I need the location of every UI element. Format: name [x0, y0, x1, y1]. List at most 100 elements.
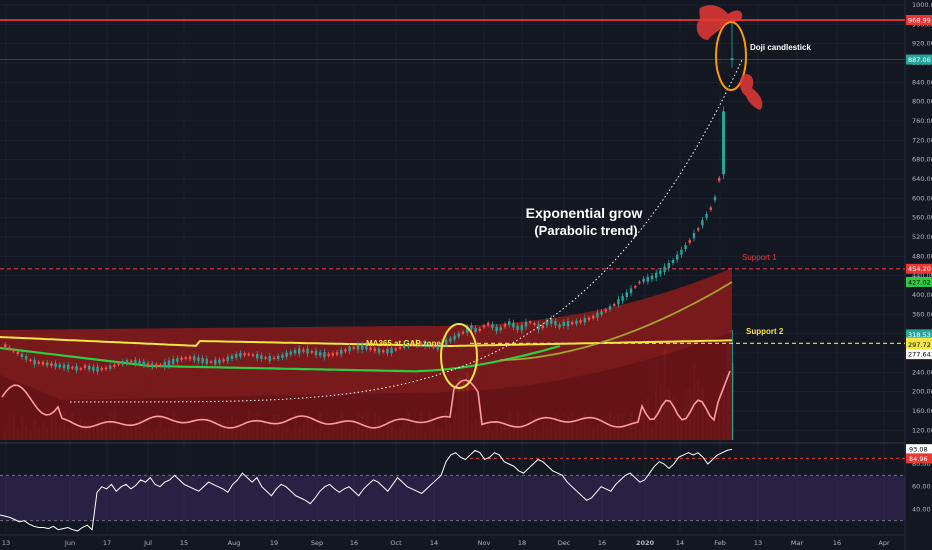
candle-body — [659, 270, 662, 275]
candle-body — [247, 353, 250, 356]
candle-body — [163, 361, 166, 367]
candle-body — [272, 357, 276, 360]
candle-body — [701, 220, 704, 226]
candle-body — [172, 358, 175, 365]
x-tick-label: Apr — [878, 539, 890, 547]
candle-body — [592, 315, 595, 319]
candle-body — [470, 325, 473, 329]
x-tick-label: 13 — [2, 539, 10, 547]
candle-body — [92, 366, 95, 371]
candle-body — [604, 309, 607, 312]
price-badge — [906, 14, 932, 25]
x-tick-label: Sep — [311, 539, 323, 547]
candle-body — [50, 363, 53, 367]
x-tick-label: Jul — [143, 539, 152, 547]
price-badge-label: 454.20 — [908, 265, 931, 273]
price-badge — [906, 54, 932, 65]
y-tick-label: 360.00 — [912, 310, 932, 318]
candle-body — [218, 359, 221, 364]
candle-body — [12, 349, 15, 352]
band-area — [0, 268, 732, 440]
candle-body — [466, 327, 469, 333]
candle-body — [377, 348, 381, 353]
candle-body — [403, 344, 406, 348]
candle-body — [491, 324, 494, 328]
y-tick-label: 200.00 — [912, 388, 932, 396]
candle-body — [58, 364, 61, 368]
candle-body — [613, 304, 616, 306]
rsi-tick-label: 60.00 — [912, 483, 931, 491]
candle-body — [214, 359, 217, 365]
candle-body — [230, 355, 234, 359]
candle-body — [327, 353, 330, 356]
candle-body — [88, 365, 91, 370]
x-tick-label: 15 — [180, 539, 188, 547]
candle-body — [306, 348, 309, 354]
x-tick-label: 16 — [833, 539, 841, 547]
candle-body — [453, 335, 456, 340]
candle-body — [457, 333, 460, 337]
candle-body — [180, 357, 183, 360]
candle-body — [533, 323, 536, 325]
candle-body — [663, 266, 666, 272]
y-tick-label: 400.00 — [912, 291, 932, 299]
candle-body — [323, 352, 326, 358]
candle-body — [159, 364, 162, 367]
candle-body — [684, 245, 687, 250]
candle-body — [209, 361, 213, 363]
price-badge — [906, 339, 932, 350]
candle-body — [184, 357, 187, 359]
x-tick-label: 18 — [518, 539, 526, 547]
candle-body — [449, 338, 452, 342]
volume-ma-line — [1, 370, 731, 429]
annotation-support1: Support 1 — [742, 253, 777, 262]
candle-body — [37, 361, 40, 364]
candle-body — [285, 352, 288, 357]
candle-body — [33, 359, 36, 365]
candle-body — [680, 249, 683, 255]
y-tick-label: 120.00 — [912, 426, 932, 434]
candle-body — [411, 343, 414, 345]
candle-body — [8, 347, 11, 350]
red-mark-top — [696, 5, 743, 41]
candle-body — [537, 324, 540, 330]
candle-body — [277, 355, 280, 359]
annotation-support2: Support 2 — [746, 327, 784, 336]
annotation-ma365: MA365 at GAP zone — [366, 339, 442, 348]
price-badge — [906, 349, 932, 360]
candle-body — [436, 345, 439, 350]
candle-body — [16, 351, 19, 355]
candle-body — [629, 288, 633, 294]
candle-body — [373, 348, 376, 352]
candle-body — [146, 363, 150, 366]
y-tick-label: 480.00 — [912, 252, 932, 260]
price-badge — [906, 263, 932, 274]
candle-body — [562, 321, 565, 327]
candle-body — [478, 328, 481, 331]
rsi-badge — [906, 444, 932, 455]
annotation-subtitle: (Parabolic trend) — [534, 223, 637, 238]
price-badge-label: 277.6414 — [908, 351, 932, 359]
candle-body — [20, 353, 24, 357]
candle-body — [29, 359, 32, 362]
x-tick-label: 2020 — [636, 539, 655, 547]
y-tick-label: 440.00 — [912, 272, 932, 280]
ma-green-line — [0, 344, 561, 373]
candle-body — [705, 213, 708, 218]
lower-area — [0, 332, 732, 440]
candle-body — [138, 360, 141, 365]
price-badge-label: 427.02 — [908, 278, 931, 286]
candle-body — [310, 351, 313, 353]
x-tick-label: 14 — [430, 539, 438, 547]
candle-body — [222, 359, 225, 362]
price-badge-label: 297.72 — [908, 341, 931, 349]
candle-body — [319, 352, 322, 356]
candle-body — [197, 357, 200, 362]
candle-body — [356, 344, 360, 350]
candle-body — [75, 366, 78, 371]
candle-body — [524, 321, 528, 327]
candle-body — [344, 349, 347, 352]
price-badge-label: 318.53 — [908, 331, 931, 339]
